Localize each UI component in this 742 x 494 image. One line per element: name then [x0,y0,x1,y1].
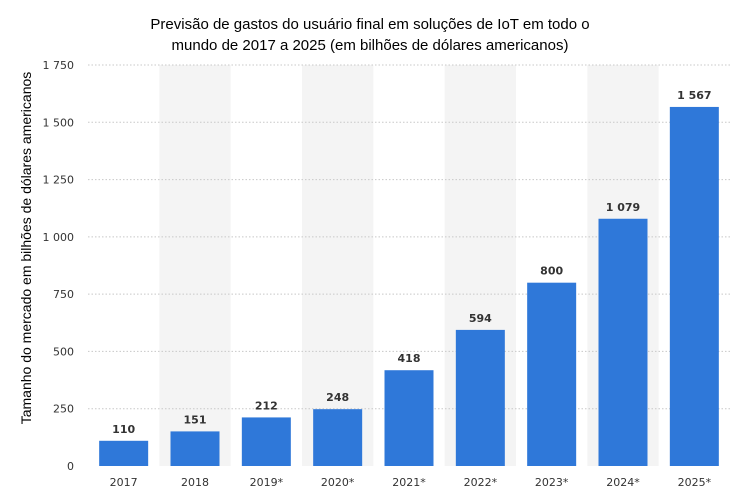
bar-2025 [669,106,719,467]
bar-2021 [384,370,434,466]
x-tick-label-0: 2017 [110,476,138,489]
y-axis-ticks: 0 250 500 750 1 000 1 250 1 500 1 750 [43,59,75,473]
value-label-7: 1 079 [606,201,640,214]
value-label-8: 1 567 [677,89,711,102]
y-tick-label-5: 1 250 [43,174,75,187]
value-labels: 110 151 212 248 418 594 800 1 079 1 567 [112,89,711,436]
y-tick-label-3: 750 [53,288,74,301]
x-tick-label-7: 2024* [606,476,640,489]
bar-2017 [99,440,149,466]
x-axis-ticks: 2017 2018 2019* 2020* 2021* 2022* 2023* 2024* 20… [110,476,712,489]
bar-2019 [241,417,291,466]
bar-2018 [170,431,220,466]
x-tick-label-4: 2021* [392,476,426,489]
chart-title-line-2: mundo de 2017 a 2025 (em bilhões de dóla… [171,37,569,54]
chart-title-line-1: Previsão de gastos do usuário final em s… [150,16,590,33]
bar-2024 [598,218,648,466]
x-tick-label-8: 2025* [678,476,712,489]
x-tick-label-2: 2019* [250,476,284,489]
y-tick-label-7: 1 750 [43,59,75,72]
value-label-2: 212 [255,399,278,412]
value-label-0: 110 [112,423,135,436]
y-tick-label-6: 1 500 [43,116,75,129]
x-tick-label-3: 2020* [321,476,355,489]
x-tick-label-1: 2018 [181,476,209,489]
value-label-4: 418 [398,352,421,365]
bar-2022 [455,329,505,466]
y-tick-label-0: 0 [67,460,74,473]
bars [99,106,719,467]
y-tick-label-2: 500 [53,345,74,358]
value-label-3: 248 [326,391,349,404]
band-3 [302,65,374,466]
value-label-6: 800 [540,265,563,278]
bar-2020 [313,409,363,466]
chart-title: Previsão de gastos do usuário final em s… [90,14,650,56]
y-tick-label-4: 1 000 [43,231,75,244]
band-1 [159,65,231,466]
y-tick-label-1: 250 [53,403,74,416]
value-label-5: 594 [469,312,492,325]
x-tick-label-6: 2023* [535,476,569,489]
value-label-1: 151 [184,413,207,426]
bar-2023 [527,282,577,466]
x-tick-label-5: 2022* [464,476,498,489]
